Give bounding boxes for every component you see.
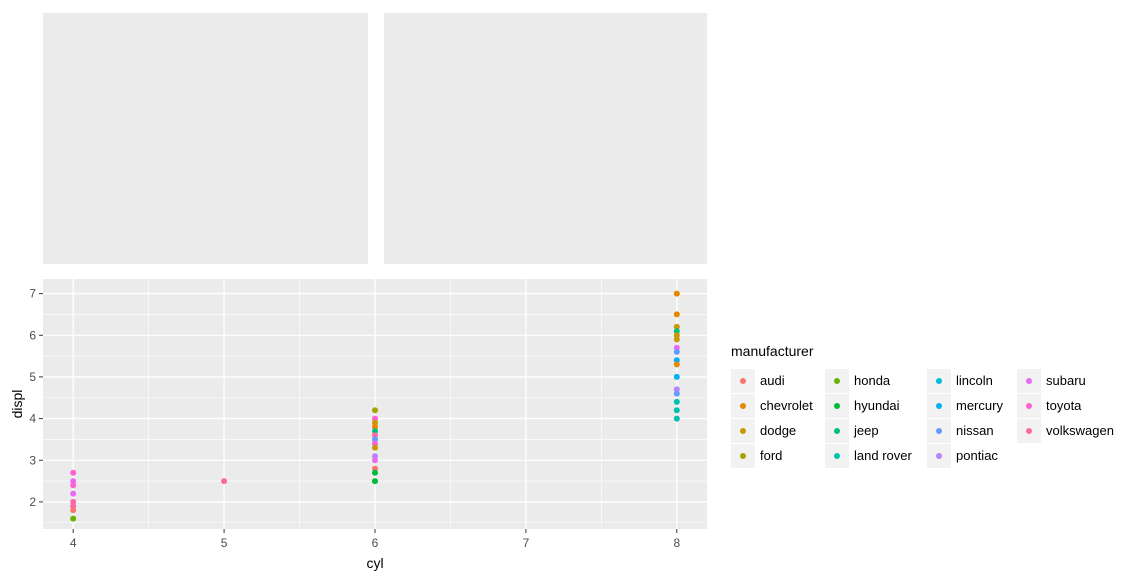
y-tick-label: 3 [29,453,36,467]
legend-label: ford [760,448,782,463]
legend-label: hyundai [854,398,900,413]
data-point [372,423,378,430]
x-axis-title: cyl [366,555,383,571]
data-point [372,465,378,472]
legend-swatch [740,378,746,384]
data-point [673,336,680,343]
legend-swatch [1026,428,1032,434]
x-tick-label: 8 [673,536,680,550]
legend-swatch [936,428,942,434]
legend-swatch [740,453,746,459]
legend-swatch [1026,403,1032,409]
legend-title: manufacturer [731,343,814,359]
y-tick-label: 7 [29,287,36,301]
x-tick-label: 5 [221,536,228,550]
grid-lines [43,279,707,529]
data-point [372,457,378,464]
data-point [372,478,378,485]
y-tick-label: 5 [29,370,36,384]
data-point [372,440,378,447]
data-point [673,328,680,335]
legend-swatch [834,378,840,384]
legend-swatch [834,403,840,409]
data-point [673,311,680,318]
legend-swatch [834,428,840,434]
data-point [673,415,680,422]
x-tick-label: 6 [372,536,379,550]
legend-label: subaru [1046,373,1086,388]
data-point [70,503,77,510]
legend: manufacturer audi chevrolet dodge ford honda… [731,343,1114,468]
legend-label: audi [760,373,785,388]
x-tick-label: 7 [523,536,530,550]
data-point [673,407,680,414]
data-point [372,419,378,426]
data-point [673,323,680,330]
y-tick-label: 6 [29,328,36,342]
data-point [70,478,77,485]
legend-label: dodge [760,423,796,438]
legend-label: chevrolet [760,398,813,413]
legend-label: nissan [956,423,994,438]
data-point [70,507,77,514]
data-point [70,498,77,505]
legend-label: honda [854,373,891,388]
legend-label: pontiac [956,448,998,463]
data-point [70,469,77,476]
legend-label: jeep [853,423,879,438]
legend-swatch [834,453,840,459]
empty-facet-panel-2 [384,13,707,264]
legend-label: toyota [1046,398,1082,413]
data-point [372,432,378,439]
data-point [673,373,680,380]
y-tick-label: 4 [29,412,36,426]
data-point [372,415,378,422]
legend-swatch [740,428,746,434]
legend-label: mercury [956,398,1003,413]
data-point [372,453,378,460]
data-point [673,386,680,393]
x-tick-label: 4 [70,536,77,550]
data-point [372,407,378,414]
data-point [673,361,680,368]
data-point [70,515,77,522]
data-point [673,348,680,355]
data-points [70,290,680,522]
legend-swatch [936,453,942,459]
legend-label: lincoln [956,373,993,388]
legend-swatch [740,403,746,409]
legend-swatch [936,378,942,384]
data-point [70,490,77,497]
data-point [221,478,228,485]
y-axis-title: displ [9,390,25,419]
data-point [70,482,77,489]
data-point [673,344,680,351]
legend-swatch [936,403,942,409]
data-point [372,428,378,435]
legend-label: volkswagen [1046,423,1114,438]
legend-label: land rover [854,448,912,463]
data-point [673,290,680,297]
empty-facet-panel-1 [43,13,368,264]
axis-ticks: 4 5 6 7 8 2 3 4 5 6 7 [29,287,680,550]
data-point [372,469,378,476]
data-point [673,398,680,405]
data-point [372,436,378,443]
data-point [673,357,680,364]
data-point [673,332,680,339]
legend-swatch [1026,378,1032,384]
data-point [673,390,680,397]
data-point [372,444,378,451]
y-tick-label: 2 [29,495,36,509]
